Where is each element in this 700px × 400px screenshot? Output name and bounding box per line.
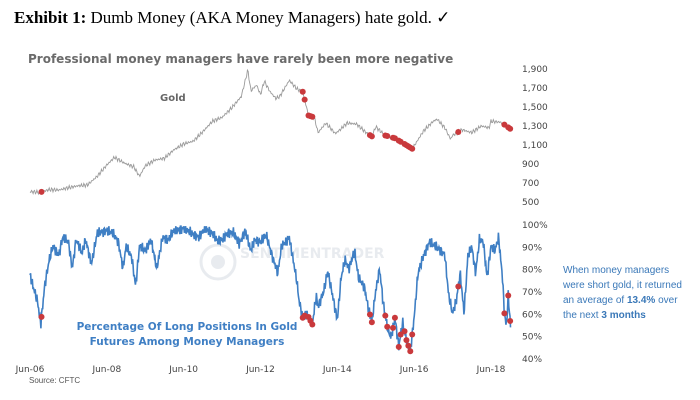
- chart-title: Professional money managers have rarely …: [28, 52, 454, 66]
- positions-series-label-line1: Percentage Of Long Positions In Gold: [77, 321, 298, 333]
- gold-axis-tick: 1,700: [522, 84, 548, 94]
- gold-axis-tick: 1,500: [522, 103, 548, 113]
- annotation-return-value: 13.4%: [626, 295, 656, 306]
- x-axis-tick: Jun-08: [91, 365, 121, 375]
- annotation-line1: When money managers: [563, 265, 670, 276]
- watermark-text: SENTIMENTRADER: [240, 246, 385, 262]
- long-positions-line: [29, 225, 512, 352]
- check-mark-icon: ✓: [436, 8, 451, 27]
- positions-signal-marker: [407, 348, 414, 355]
- positions-signal-marker: [501, 310, 508, 317]
- gold-signal-marker: [301, 96, 308, 103]
- positions-signal-marker: [405, 342, 412, 349]
- annotation-line3c: over: [655, 295, 678, 306]
- percent-axis-tick: 40%: [522, 355, 542, 365]
- exhibit-label: Exhibit 1:: [14, 8, 87, 27]
- positions-signal-marker: [455, 283, 462, 290]
- annotation-line4a: the next: [563, 310, 602, 321]
- x-axis-tick: Jun-06: [15, 365, 45, 375]
- positions-signal-marker: [391, 314, 398, 321]
- gold-signal-marker: [309, 113, 316, 120]
- x-axis-tick: Jun-10: [168, 365, 198, 375]
- positions-signal-marker: [309, 321, 316, 328]
- gold-axis-tick: 1,900: [522, 65, 548, 75]
- annotation-horizon: 3 months: [601, 310, 646, 321]
- percent-axis-tick: 70%: [522, 288, 542, 298]
- gold-signal-marker: [409, 145, 416, 152]
- positions-signal-marker: [390, 324, 396, 331]
- gold-axis-tick: 700: [522, 179, 539, 189]
- x-axis-tick: Jun-16: [399, 365, 429, 375]
- gold-signal-marker: [384, 133, 391, 140]
- watermark: SENTIMENTRADER: [199, 243, 385, 281]
- percent-axis-tick: 60%: [522, 310, 542, 320]
- annotation-line2: were short gold, it returned: [563, 280, 682, 291]
- gold-axis-tick: 1,300: [522, 122, 548, 132]
- gold-series-label: Gold: [160, 93, 186, 104]
- positions-signal-marker: [505, 292, 512, 299]
- positions-series-label-line2: Futures Among Money Managers: [90, 336, 285, 348]
- gold-signal-marker: [455, 129, 462, 136]
- gold-axis-tick: 500: [522, 198, 539, 208]
- exhibit-heading: Exhibit 1: Dumb Money (AKA Money Manager…: [14, 8, 450, 28]
- gold-signal-marker: [299, 88, 306, 95]
- positions-signal-marker: [409, 331, 416, 338]
- positions-signal-marker: [384, 323, 391, 330]
- x-axis-tick: Jun-14: [322, 365, 352, 375]
- gold-price-line: [29, 68, 512, 196]
- positions-signal-marker: [368, 319, 375, 326]
- annotation-box: When money managers were short gold, it …: [563, 263, 693, 323]
- positions-signal-marker: [382, 312, 389, 319]
- percent-axis-tick: 100%: [522, 221, 548, 231]
- percent-axis-tick: 80%: [522, 266, 542, 276]
- percent-axis-tick: 90%: [522, 243, 542, 253]
- gold-axis-tick: 1,100: [522, 141, 548, 151]
- positions-signal-marker: [401, 328, 408, 335]
- exhibit-text: Dumb Money (AKA Money Managers) hate gol…: [90, 8, 432, 27]
- positions-signal-marker: [366, 311, 373, 318]
- x-axis-tick: Jun-12: [245, 365, 275, 375]
- gold-signal-marker: [38, 188, 45, 195]
- source-note: Source: CFTC: [29, 376, 81, 385]
- annotation-line3a: an average of: [563, 295, 627, 306]
- x-axis-tick: Jun-18: [476, 365, 506, 375]
- positions-signal-marker: [507, 317, 514, 324]
- gold-signal-marker: [507, 125, 514, 132]
- positions-signal-marker: [38, 313, 45, 320]
- gold-signal-marker: [368, 133, 375, 140]
- positions-signal-marker: [403, 337, 410, 344]
- positions-signal-marker: [395, 343, 402, 350]
- percent-axis-tick: 50%: [522, 333, 542, 343]
- gold-axis-tick: 900: [522, 160, 539, 170]
